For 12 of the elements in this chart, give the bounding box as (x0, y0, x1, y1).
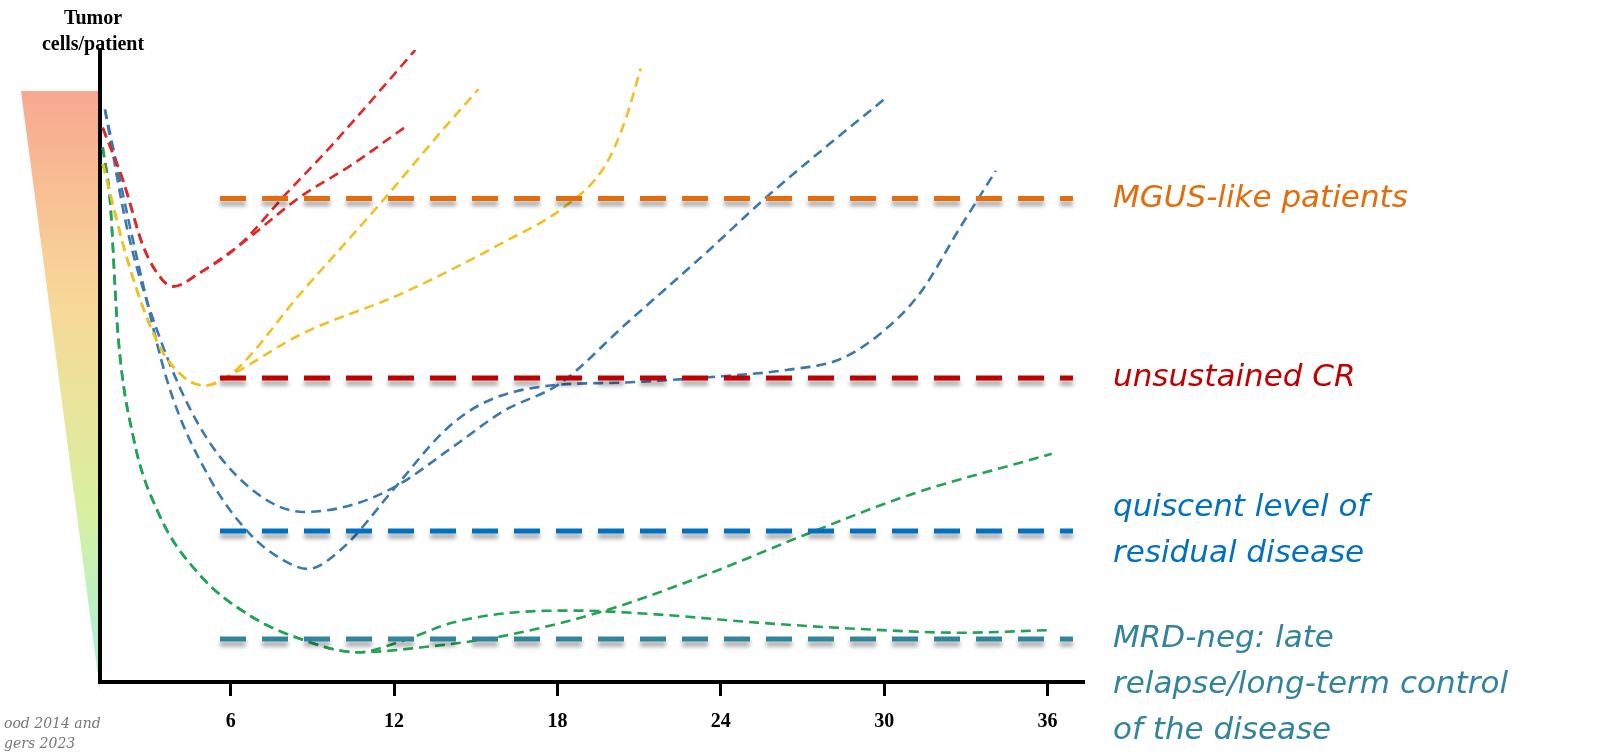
ref-line-label: unsustained CR (1113, 357, 1356, 394)
x-tick-label: 24 (710, 709, 731, 732)
ref-line-label: quiscent level of residual disease (1113, 487, 1373, 569)
x-tick-label: 12 (384, 709, 405, 732)
ref-line-label: MGUS-like patients (1113, 177, 1408, 214)
x-tick-label: 36 (1037, 709, 1058, 732)
y-axis-title: Tumor cells/patient (40, 5, 146, 56)
x-tick-label: 6 (225, 709, 236, 732)
ref-line-label: MRD-neg: late relapse/long-term control of the disease (1113, 618, 1509, 747)
x-tick-label: 18 (547, 709, 568, 732)
x-tick-label: 30 (874, 709, 895, 732)
text: ood 2014 and gers 2023 (4, 715, 101, 751)
